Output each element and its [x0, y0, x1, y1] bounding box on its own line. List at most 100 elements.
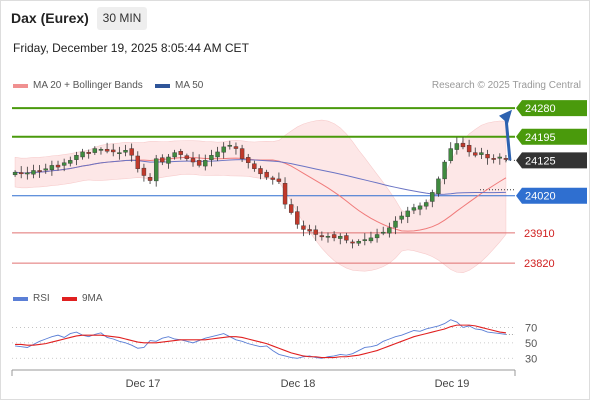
candle-body	[503, 158, 509, 160]
ma50-legend-label: MA 50	[175, 80, 204, 91]
legend-ma50: MA 50	[155, 80, 203, 91]
forecast-arrow-shaft	[504, 117, 512, 161]
candle-body	[153, 158, 159, 182]
candle-body	[313, 229, 318, 235]
rsi-9ma-line	[15, 324, 507, 359]
candle-body	[184, 155, 190, 159]
candle-body	[442, 161, 447, 180]
candle-body	[393, 220, 398, 228]
instrument-title: Dax (Eurex)	[11, 10, 89, 26]
level-tag-24195	[516, 128, 587, 145]
candle-body	[227, 144, 233, 147]
candle-body	[117, 152, 122, 155]
chart-datetime: Friday, December 19, 2025 8:05:44 AM CET	[13, 41, 249, 55]
rsi-swatch	[13, 296, 28, 301]
candle-body	[31, 170, 36, 175]
candle-body	[338, 235, 343, 239]
candle-body	[436, 178, 441, 194]
candle-body	[325, 235, 331, 238]
candle-body	[215, 151, 220, 158]
candle-body	[43, 168, 48, 171]
candle-body	[123, 150, 128, 153]
candle-body	[74, 155, 79, 160]
level-label-23910: 23910	[524, 228, 555, 240]
level-label-24195: 24195	[525, 132, 556, 144]
rsi-legend-label: RSI	[33, 293, 50, 304]
candle-body	[497, 156, 502, 159]
candle-body	[68, 160, 73, 164]
candle-body	[270, 177, 275, 180]
rsi-panel: 70 50 30	[12, 319, 537, 365]
ma9-legend-label: 9MA	[82, 293, 103, 304]
candle-body	[276, 178, 282, 182]
candle-body	[258, 168, 263, 175]
candle-body	[264, 171, 269, 178]
candle-body	[55, 164, 61, 168]
candle-body	[307, 229, 312, 232]
candle-body	[209, 155, 214, 160]
candle-body	[239, 148, 245, 159]
x-tick-label: Dec 19	[435, 378, 470, 390]
candle-body	[129, 148, 134, 156]
research-credit: Research © 2025 Trading Central	[431, 80, 581, 91]
candle-body	[61, 162, 67, 166]
candle-body	[356, 241, 361, 244]
x-axis: Dec 17 Dec 18 Dec 19	[11, 369, 516, 390]
candle-body	[344, 235, 349, 241]
rsi-tick-label-70: 70	[525, 322, 537, 334]
legend-rsi: RSI	[13, 293, 50, 304]
candle-body	[86, 152, 91, 154]
candle-body	[12, 171, 18, 176]
candle-body	[479, 152, 484, 155]
candles	[12, 109, 512, 249]
timeframe-button[interactable]: 30 MIN	[97, 7, 147, 30]
candle-body	[37, 170, 42, 172]
legend-9ma: 9MA	[62, 293, 103, 304]
ma50-swatch	[155, 83, 170, 88]
candle-body	[190, 158, 196, 163]
candle-body	[301, 225, 306, 230]
candle-body	[282, 183, 288, 205]
candle-body	[104, 149, 110, 152]
ma20-swatch	[13, 83, 28, 88]
ma9-swatch	[62, 296, 77, 301]
ma20-legend-label: MA 20 + Bollinger Bands	[33, 80, 143, 91]
candle-body	[430, 192, 435, 202]
level-label-24020: 24020	[525, 191, 556, 203]
candle-body	[203, 160, 208, 167]
candle-body	[417, 205, 423, 210]
moving-averages	[14, 156, 507, 232]
candle-body	[246, 157, 251, 163]
level-label-24125: 24125	[525, 155, 556, 167]
candle-body	[111, 149, 116, 153]
candle-body	[331, 234, 337, 239]
candle-body	[387, 227, 392, 234]
candle-body	[454, 143, 460, 150]
candle-body	[448, 148, 453, 161]
candle-body	[466, 144, 472, 153]
forecast-arrow-head	[499, 109, 512, 124]
candle-body	[49, 165, 55, 170]
legend-ma20: MA 20 + Bollinger Bands	[13, 80, 143, 91]
candle-body	[160, 157, 165, 163]
candle-body	[350, 241, 355, 244]
candle-body	[166, 156, 171, 164]
candle-body	[423, 202, 429, 207]
candle-body	[98, 149, 104, 151]
level-label-23820: 23820	[524, 258, 555, 270]
candle-body	[460, 142, 466, 148]
candle-body	[25, 172, 30, 175]
candle-body	[485, 154, 490, 159]
ma50-line	[14, 159, 506, 195]
candle-body	[295, 211, 300, 225]
rsi-line	[15, 319, 506, 359]
level-tag-24280	[516, 100, 587, 117]
candle-body	[473, 152, 478, 156]
level-tag-24125	[516, 152, 587, 169]
candle-body	[368, 237, 374, 242]
level-label-24280: 24280	[525, 103, 556, 115]
candle-body	[92, 148, 98, 153]
candle-body	[178, 151, 183, 155]
candle-body	[135, 155, 140, 169]
